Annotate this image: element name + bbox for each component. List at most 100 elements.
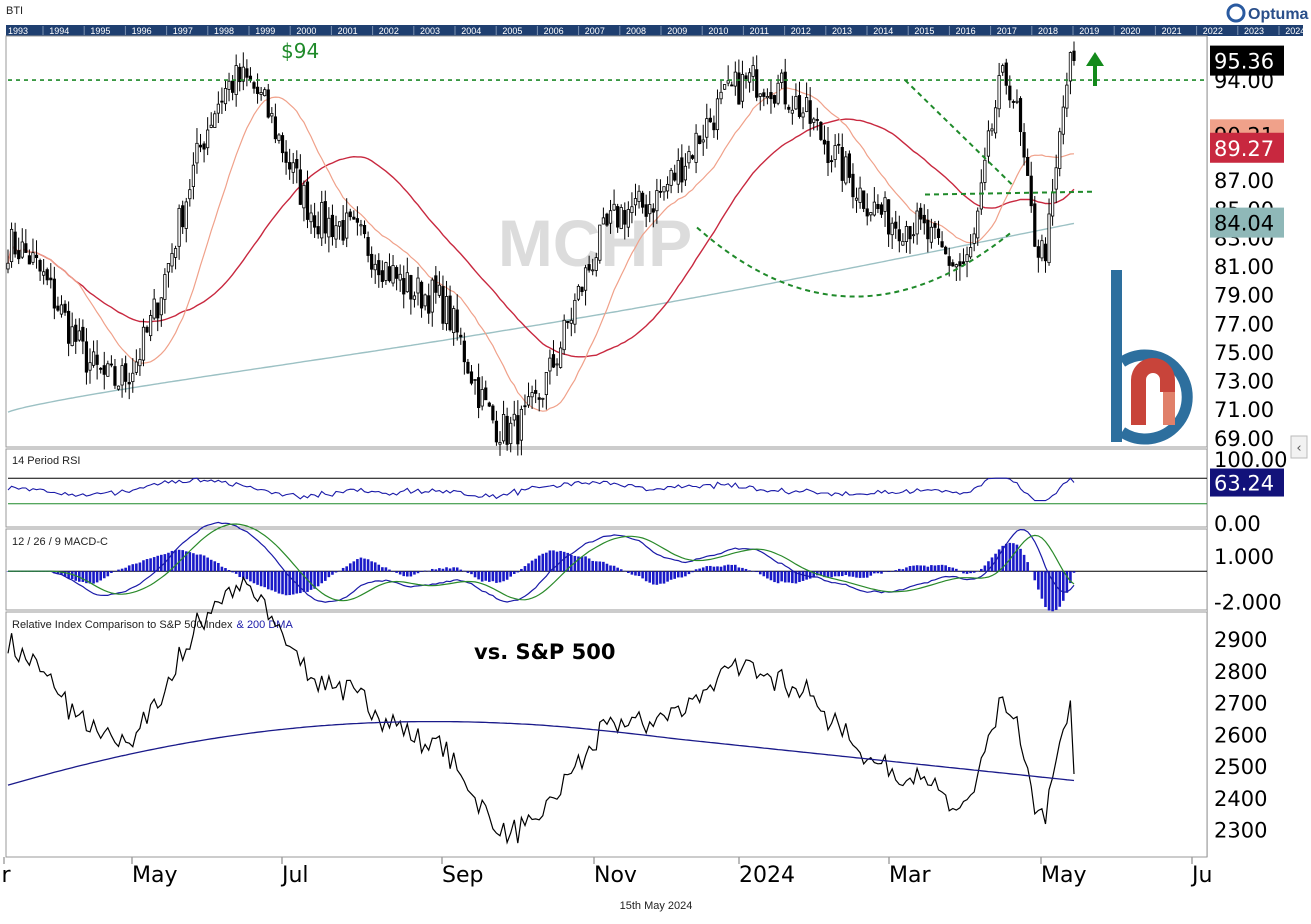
macd-bar (673, 571, 676, 579)
year-label[interactable]: 2006 (544, 26, 564, 36)
year-label[interactable]: 2005 (502, 26, 522, 36)
optuma-logo: Optuma (1226, 3, 1309, 23)
relative-tick-label: 2900 (1214, 628, 1267, 652)
macd-bar (231, 571, 234, 573)
candle-body (544, 372, 548, 396)
year-label[interactable]: 2015 (914, 26, 934, 36)
candle-body (477, 377, 481, 409)
year-label[interactable]: 2002 (379, 26, 399, 36)
macd-bar (188, 552, 192, 572)
year-label[interactable]: 1993 (8, 26, 28, 36)
price-tick-label: 87.00 (1214, 169, 1274, 193)
candle-body (929, 226, 933, 243)
candle-body (491, 405, 495, 421)
candle-body (437, 284, 441, 296)
candle-body (772, 95, 777, 104)
macd-bar (723, 565, 726, 572)
candle-body (412, 295, 417, 300)
year-label[interactable]: 2016 (956, 26, 976, 36)
candle-body (534, 390, 538, 394)
year-label[interactable]: 2009 (667, 26, 687, 36)
macd-bar (655, 571, 659, 585)
macd-bar (1058, 571, 1062, 607)
candle-body (516, 415, 520, 445)
macd-bar (56, 571, 60, 575)
year-label[interactable]: 2008 (626, 26, 646, 36)
year-label[interactable]: 2024 (1285, 26, 1305, 36)
candle-body (227, 80, 231, 90)
candle-body (698, 135, 702, 145)
candle-body (922, 214, 926, 224)
candle-body (723, 84, 727, 90)
year-label[interactable]: 1997 (173, 26, 193, 36)
candle-body (829, 160, 834, 163)
candle-body (979, 182, 983, 210)
year-label[interactable]: 2000 (296, 26, 316, 36)
year-ruler[interactable] (6, 25, 1303, 36)
candle-body (633, 198, 638, 206)
year-label[interactable]: 2018 (1038, 26, 1058, 36)
macd-bar (734, 564, 737, 572)
rsi-badge (1210, 468, 1284, 497)
year-label[interactable]: 2019 (1079, 26, 1099, 36)
macd-bar (980, 568, 983, 572)
year-label[interactable]: 1995 (90, 26, 110, 36)
year-label[interactable]: 2012 (791, 26, 811, 36)
candle-body (209, 124, 213, 128)
candle-body (719, 91, 723, 100)
year-label[interactable]: 2020 (1120, 26, 1140, 36)
macd-bar (85, 571, 88, 584)
candle-body (512, 413, 516, 421)
candle-body (398, 273, 402, 281)
year-label[interactable]: 1996 (132, 26, 152, 36)
candle-body (359, 224, 363, 227)
macd-bar (701, 567, 705, 572)
year-label[interactable]: 2017 (997, 26, 1017, 36)
candle-body (537, 397, 541, 400)
year-label[interactable]: 2010 (708, 26, 728, 36)
year-label[interactable]: 2004 (461, 26, 481, 36)
candle-body (623, 210, 627, 225)
candle-body (530, 392, 534, 398)
macd-bar (930, 565, 933, 572)
year-label[interactable]: 2014 (873, 26, 893, 36)
candle-body (1043, 243, 1048, 262)
year-label[interactable]: 2007 (585, 26, 605, 36)
candle-body (908, 226, 912, 240)
candle-body (1047, 213, 1051, 264)
year-label[interactable]: 1998 (214, 26, 234, 36)
candle-body (27, 255, 31, 265)
year-label[interactable]: 2021 (1162, 26, 1182, 36)
macd-bar (712, 566, 716, 572)
year-label[interactable]: 2013 (832, 26, 852, 36)
candle-body (501, 414, 506, 442)
macd-bar (274, 571, 277, 592)
macd-bar (488, 571, 491, 582)
year-label[interactable]: 2011 (750, 26, 769, 36)
candle-body (195, 142, 199, 164)
candle-body (805, 97, 809, 112)
candle-body (245, 68, 249, 78)
macd-y-axis: 1.000 -2.000 (1214, 545, 1282, 614)
year-label[interactable]: 2022 (1203, 26, 1223, 36)
candle-body (330, 214, 335, 238)
collapse-panel-icon[interactable]: ‹ (1290, 435, 1308, 459)
candle-body (81, 326, 85, 342)
year-label[interactable]: 2001 (338, 26, 358, 36)
macd-bar (1054, 571, 1058, 610)
candle-body (819, 121, 823, 140)
candle-body (630, 206, 634, 214)
year-label[interactable]: 2003 (420, 26, 440, 36)
candle-body (794, 96, 798, 110)
candle-body (951, 262, 955, 267)
year-label[interactable]: 2023 (1244, 26, 1264, 36)
candle-body (74, 324, 78, 342)
candle-body (637, 190, 641, 202)
macd-bar (812, 571, 816, 578)
candle-body (559, 347, 563, 368)
year-label[interactable]: 1994 (49, 26, 69, 36)
macd-bar (648, 571, 652, 583)
sma_slow-badge (1210, 207, 1284, 238)
year-label[interactable]: 1999 (255, 26, 275, 36)
candle-body (302, 184, 306, 209)
